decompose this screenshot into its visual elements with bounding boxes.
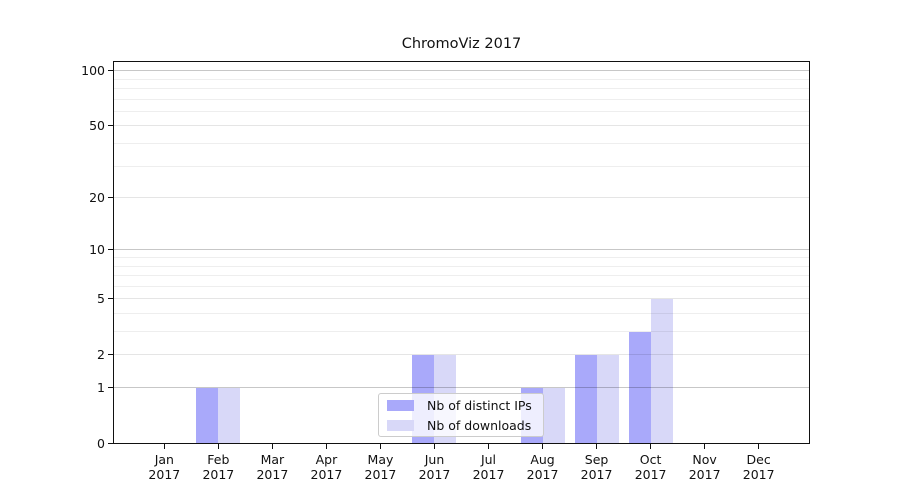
bar-distinct-ips-feb: [196, 387, 219, 444]
bar-downloads-feb: [218, 387, 241, 444]
legend-entry-downloads: Nb of downloads: [379, 417, 543, 434]
bar-downloads-oct: [650, 298, 673, 444]
legend-label-downloads: Nb of downloads: [427, 417, 532, 433]
chart-title: ChromoViz 2017: [401, 36, 522, 52]
legend-swatch-distinct-ips: [387, 399, 414, 411]
legend-swatch-downloads: [387, 419, 414, 431]
bar-downloads-sep: [596, 354, 619, 444]
bar-distinct-ips-sep: [574, 354, 597, 444]
legend: Nb of distinct IPs Nb of downloads: [378, 393, 544, 437]
legend-entry-distinct-ips: Nb of distinct IPs: [379, 397, 543, 414]
legend-label-distinct-ips: Nb of distinct IPs: [427, 397, 532, 413]
bar-distinct-ips-oct: [628, 331, 651, 444]
bar-downloads-aug: [542, 387, 565, 444]
